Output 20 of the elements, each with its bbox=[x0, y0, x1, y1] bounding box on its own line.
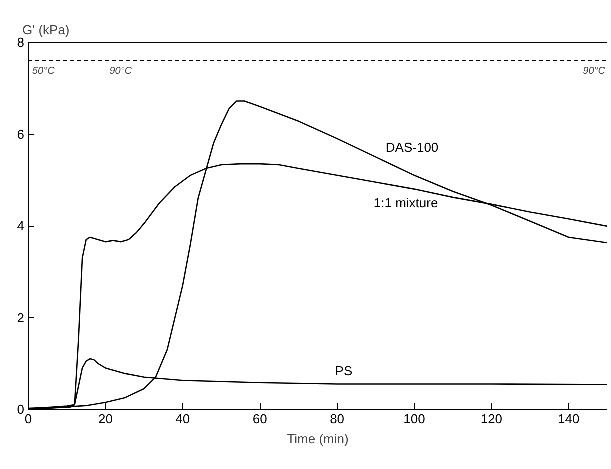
y-tick-label: 2 bbox=[17, 310, 25, 326]
x-tick-label: 120 bbox=[480, 412, 503, 426]
x-tick-label: 60 bbox=[252, 412, 268, 426]
series-label: DAS-100 bbox=[386, 140, 439, 156]
annotation: 50°C bbox=[32, 66, 56, 77]
y-tick-label: 0 bbox=[17, 402, 25, 417]
x-tick-label: 100 bbox=[404, 412, 426, 426]
y-tick-label: 6 bbox=[17, 126, 25, 142]
series-label: 1:1 mixture bbox=[374, 195, 438, 210]
x-tick-label: 80 bbox=[330, 412, 345, 426]
y-tick-label: 4 bbox=[17, 218, 25, 234]
x-tick-label: 20 bbox=[98, 412, 113, 426]
y-axis-title: G' (kPa) bbox=[22, 22, 70, 38]
x-tick-label: 140 bbox=[558, 412, 580, 426]
annotation: 90°C bbox=[110, 66, 133, 77]
annotation: 90°C bbox=[583, 66, 606, 77]
x-axis-title: Time (min) bbox=[287, 432, 349, 446]
y-tick-label: 8 bbox=[17, 35, 25, 50]
series-label: PS bbox=[335, 363, 353, 378]
x-tick-label: 40 bbox=[176, 412, 190, 426]
